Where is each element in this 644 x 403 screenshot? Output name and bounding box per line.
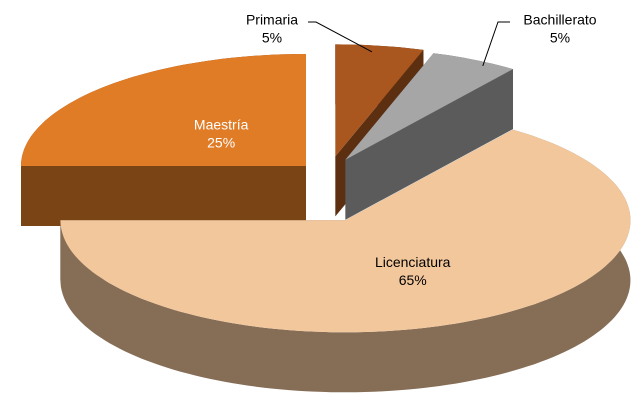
category-label: Maestría	[194, 116, 249, 132]
slice-top	[335, 44, 424, 157]
value-label: 5%	[550, 30, 570, 46]
slice-side	[21, 166, 306, 226]
category-label: Primaria	[246, 12, 298, 28]
slice	[345, 53, 513, 220]
slice	[60, 129, 631, 393]
slice-top	[21, 54, 306, 166]
category-label: Licenciatura	[375, 254, 451, 270]
labels: Primaria 5% Bachillerato 5% Licenciatura 65% M…	[194, 12, 597, 288]
slice-top	[60, 129, 631, 333]
slice	[21, 54, 306, 226]
slice-wall	[60, 129, 631, 393]
leader-line	[482, 21, 510, 67]
slice-top	[345, 53, 513, 160]
category-label: Bachillerato	[523, 12, 596, 28]
value-label: 5%	[262, 30, 282, 46]
value-label: 65%	[399, 272, 427, 288]
pie	[21, 44, 631, 393]
value-label: 25%	[207, 134, 235, 150]
leader-line	[308, 21, 373, 53]
